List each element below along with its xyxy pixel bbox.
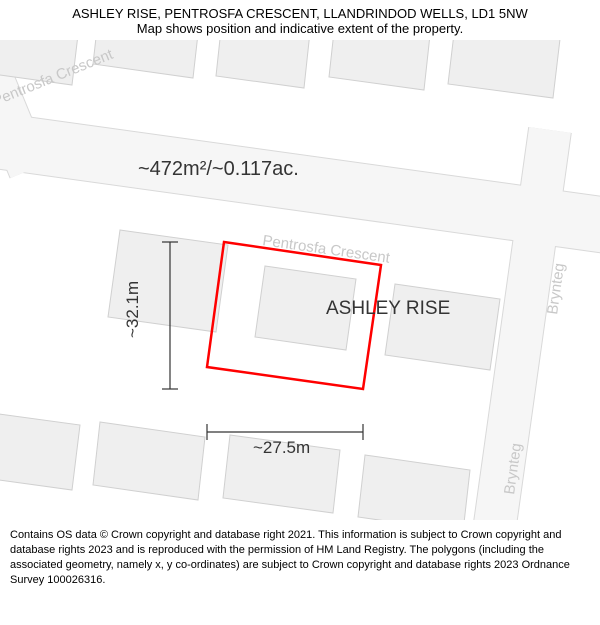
header: ASHLEY RISE, PENTROSFA CRESCENT, LLANDRI… bbox=[0, 0, 600, 40]
svg-text:Pentrosfa Crescent: Pentrosfa Crescent bbox=[261, 232, 391, 267]
area-label: ~472m²/~0.117ac. bbox=[138, 158, 299, 181]
width-dimension-label: ~27.5m bbox=[253, 438, 310, 458]
map: Pentrosfa CrescentPentrosfa CrescentBryn… bbox=[0, 40, 600, 520]
height-dimension-label: ~32.1m bbox=[123, 281, 143, 338]
page-subtitle: Map shows position and indicative extent… bbox=[10, 21, 590, 36]
page-title: ASHLEY RISE, PENTROSFA CRESCENT, LLANDRI… bbox=[10, 6, 590, 21]
property-name: ASHLEY RISE bbox=[326, 298, 450, 320]
copyright-footer: Contains OS data © Crown copyright and d… bbox=[0, 520, 600, 597]
